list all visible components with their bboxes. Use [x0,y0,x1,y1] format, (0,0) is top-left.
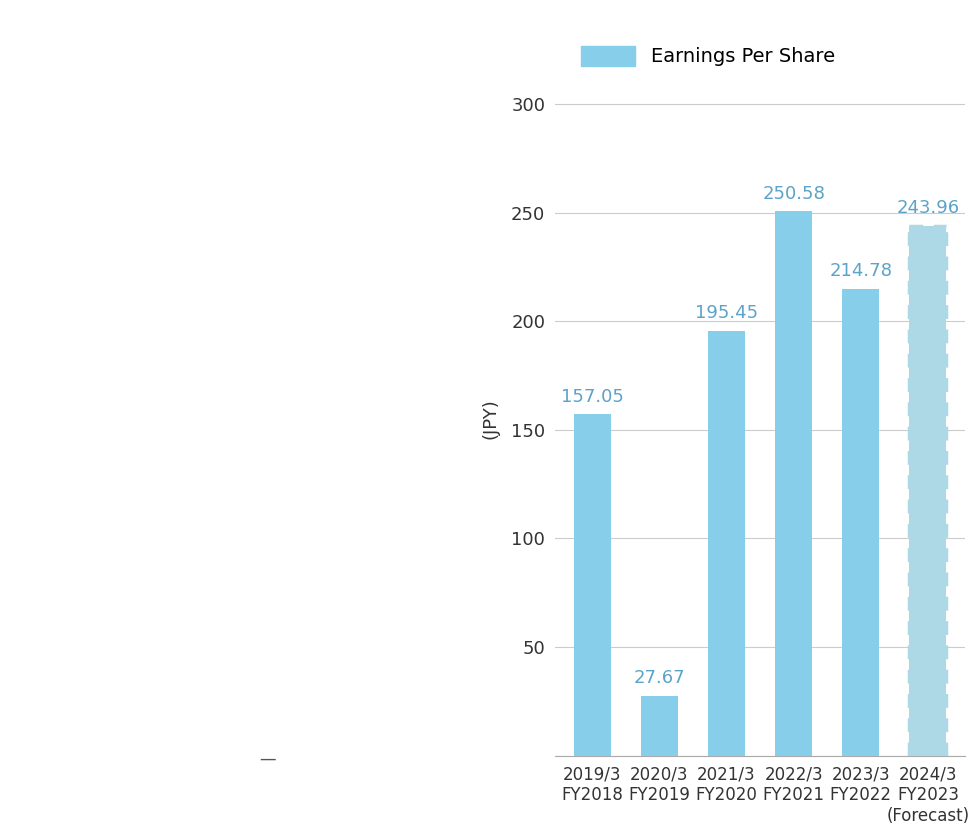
Text: —: — [260,750,276,768]
Text: 214.78: 214.78 [829,262,892,281]
Text: 195.45: 195.45 [695,304,758,323]
Bar [842,289,879,756]
Bar [909,226,947,756]
Bar [573,414,611,756]
Bar [775,212,812,756]
Text: 243.96: 243.96 [897,199,959,217]
Bar [641,696,678,756]
Y-axis label: (JPY): (JPY) [482,398,500,439]
Legend: Earnings Per Share: Earnings Per Share [573,38,843,74]
Text: 157.05: 157.05 [561,388,623,406]
Text: 27.67: 27.67 [633,669,685,687]
Bar [708,331,745,756]
Text: 250.58: 250.58 [762,185,825,202]
